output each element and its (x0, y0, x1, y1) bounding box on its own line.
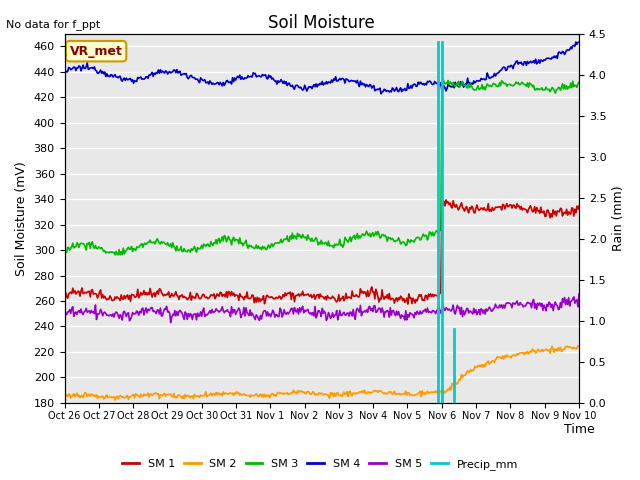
Y-axis label: Rain (mm): Rain (mm) (612, 185, 625, 251)
X-axis label: Time: Time (564, 423, 595, 436)
Legend: SM 1, SM 2, SM 3, SM 4, SM 5, Precip_mm: SM 1, SM 2, SM 3, SM 4, SM 5, Precip_mm (118, 455, 522, 474)
Text: No data for f_ppt: No data for f_ppt (6, 19, 100, 30)
Title: Soil Moisture: Soil Moisture (268, 14, 375, 32)
Y-axis label: Soil Moisture (mV): Soil Moisture (mV) (15, 161, 28, 276)
Text: VR_met: VR_met (70, 45, 122, 58)
